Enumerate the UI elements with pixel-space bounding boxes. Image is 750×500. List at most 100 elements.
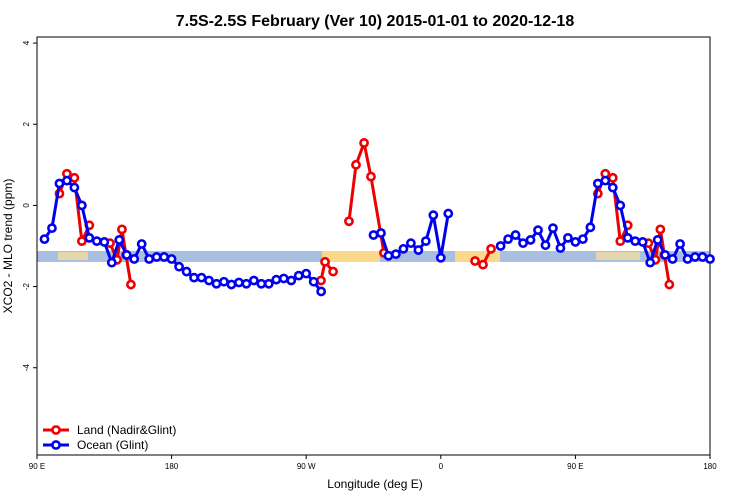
point [159,252,170,262]
point [478,259,488,270]
point [226,279,237,290]
plot-frame [36,36,711,456]
point [548,223,558,234]
chart-title: 7.5S-2.5S February (Ver 10) 2015-01-01 t… [176,13,575,30]
point [144,254,155,264]
x-axis-label: Longitude (deg E) [327,477,422,491]
y-tick-label: -2 [22,282,31,290]
legend-marker [51,425,61,435]
x-tick-label: 180 [165,462,179,471]
point [470,256,480,266]
point [637,237,648,247]
point [413,245,424,255]
point [630,236,641,247]
x-tick-label: 0 [439,462,444,471]
point [344,216,354,227]
land-strip [322,251,380,262]
point [405,238,416,249]
point [263,278,274,289]
point [117,224,127,235]
point [328,266,339,277]
point [248,275,259,286]
point [577,234,588,245]
point [682,254,693,264]
point [563,232,573,243]
point [705,254,715,264]
point [84,232,95,243]
y-axis-label: XCO2 - MLO trend (ppm) [1,179,15,314]
point [398,243,409,254]
point [271,274,282,285]
point [91,236,102,247]
x-tick-label: 90 E [567,462,583,471]
land-strip [58,252,88,260]
x-tick-label: 90 E [29,462,45,471]
point [533,225,543,236]
point [690,252,700,262]
point [293,270,304,281]
point [114,235,125,245]
point [585,222,596,233]
point [69,172,80,183]
point [495,241,506,251]
point [211,278,222,289]
point [660,250,671,260]
point [39,234,50,245]
point [241,278,252,289]
point [443,208,454,219]
point [106,257,117,268]
point [166,254,177,264]
point [54,178,65,189]
point [308,276,319,287]
point [615,236,626,247]
x-tick-label: 90 W [297,462,316,471]
point [219,276,229,287]
point [174,261,184,272]
point [126,279,136,290]
point [600,175,611,186]
legend-marker [51,440,61,450]
point [486,243,496,254]
point [181,266,192,277]
point [359,138,369,148]
point [136,239,147,249]
point [62,175,72,186]
point [121,250,132,260]
point [320,256,330,267]
point [47,223,57,234]
y-tick-label: 2 [22,121,31,126]
point [518,238,528,249]
x-tick-label: 180 [703,462,717,471]
point [368,230,379,240]
point [76,200,87,211]
point [316,286,327,297]
y-tick-label: 4 [22,40,31,45]
point [615,200,626,211]
point [667,254,678,264]
point [555,243,566,253]
point [592,178,603,189]
point [286,275,297,286]
point [233,277,244,288]
point [420,236,431,247]
point [428,210,439,221]
point [697,252,708,262]
point [383,250,394,261]
point [525,235,536,245]
point [675,239,685,249]
point [622,232,633,243]
point [204,275,214,286]
y-tick-label: 0 [22,203,31,208]
point [69,182,80,193]
point [256,278,267,289]
point [435,252,446,263]
point [151,252,162,262]
point [129,254,140,264]
point [316,275,326,286]
point [664,279,675,290]
point [570,237,581,247]
point [607,182,618,193]
point [655,224,666,235]
point [189,272,199,283]
